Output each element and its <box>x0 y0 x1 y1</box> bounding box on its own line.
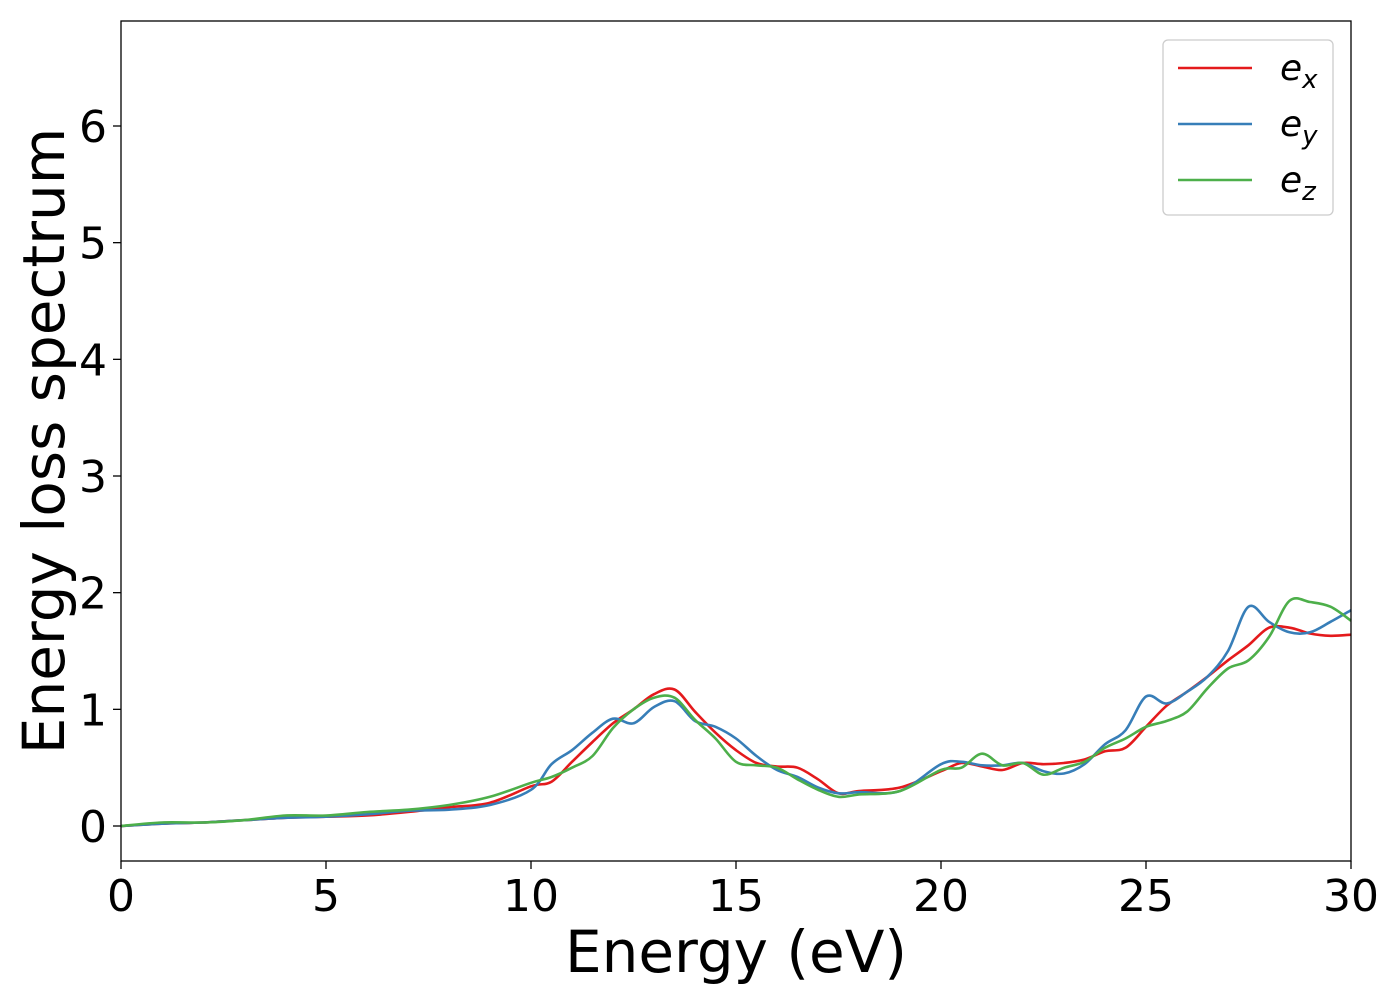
x-tick-label: 25 <box>1118 871 1174 922</box>
y-tick-label: 1 <box>79 685 107 736</box>
legend-label-y: ey <box>1280 104 1318 151</box>
legend-label-base: e <box>1280 160 1302 201</box>
x-tick-label: 15 <box>708 871 764 922</box>
x-tick-label: 20 <box>913 871 969 922</box>
legend-label-base: e <box>1280 48 1302 89</box>
series-line-z <box>120 597 1352 828</box>
y-tick-label: 3 <box>79 452 107 503</box>
y-axis-title: Energy loss spectrum <box>10 128 78 754</box>
y-tick-label: 2 <box>79 569 107 620</box>
legend-label-x: ex <box>1280 48 1318 95</box>
legend-label-subscript: y <box>1301 121 1318 151</box>
legend-label-base: e <box>1280 104 1302 145</box>
x-axis-ticks: 0 5 10 15 20 25 30 <box>107 861 1379 922</box>
x-tick-label: 10 <box>503 871 559 922</box>
y-axis-ticks: 0 1 2 3 4 5 6 <box>79 102 121 853</box>
x-tick-label: 0 <box>107 871 135 922</box>
plot-background <box>121 21 1351 861</box>
y-tick-label: 4 <box>79 335 107 386</box>
legend-label-subscript: z <box>1301 177 1317 207</box>
series-line-y <box>120 604 1352 828</box>
legend-label-z: ez <box>1280 160 1317 207</box>
y-tick-label: 0 <box>79 802 107 853</box>
series-layer <box>120 597 1352 828</box>
y-tick-label: 5 <box>79 219 107 270</box>
y-tick-label: 6 <box>79 102 107 153</box>
legend-label-subscript: x <box>1301 65 1318 95</box>
x-tick-label: 30 <box>1323 871 1379 922</box>
legend-box <box>1162 39 1334 216</box>
x-axis-title: Energy (eV) <box>565 918 907 986</box>
x-tick-label: 5 <box>312 871 340 922</box>
